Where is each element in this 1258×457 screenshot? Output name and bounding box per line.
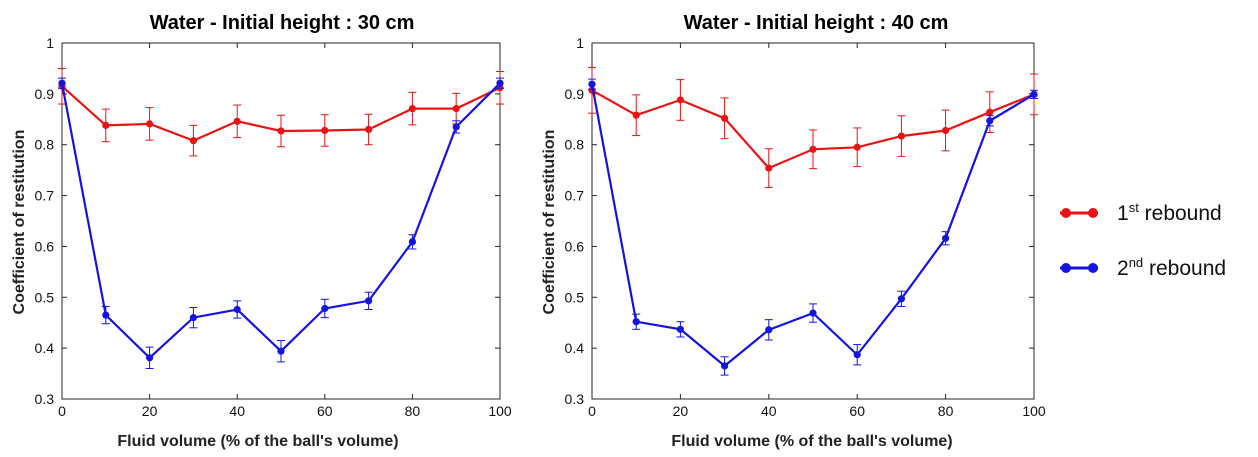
- y-axis-label: Coefficient of restitution: [541, 130, 558, 315]
- x-tick-label: 20: [142, 403, 158, 419]
- legend-rest: rebound: [1143, 257, 1226, 280]
- legend-item-first-rebound: 1st rebound: [1060, 200, 1222, 225]
- data-point: [632, 318, 640, 326]
- legend-sup: st: [1129, 200, 1140, 215]
- plot-frame: [591, 42, 1035, 400]
- series-second-rebound: [58, 77, 504, 369]
- data-point: [189, 137, 197, 145]
- data-point: [452, 123, 460, 131]
- x-tick-label: 40: [761, 403, 777, 419]
- data-point: [942, 126, 950, 135]
- chart-water-30cm: Water - Initial height : 30 cm Fluid vol…: [11, 12, 512, 450]
- data-point: [809, 309, 817, 317]
- data-point: [452, 105, 460, 113]
- y-tick-label: 1: [46, 35, 54, 51]
- legend-label-second-rebound: 2nd rebound: [1117, 255, 1226, 280]
- data-point: [897, 132, 906, 140]
- data-point: [986, 108, 994, 116]
- data-point: [102, 311, 110, 319]
- legend-item-second-rebound: 2nd rebound: [1060, 255, 1226, 280]
- y-axis-label: Coefficient of restitution: [11, 130, 28, 315]
- data-point: [408, 105, 416, 113]
- x-tick-label: 80: [405, 403, 421, 419]
- x-tick-label: 60: [317, 403, 333, 419]
- data-point: [321, 304, 329, 313]
- legend-num: 2: [1117, 257, 1129, 280]
- data-point: [765, 326, 773, 334]
- data-point: [986, 117, 994, 125]
- data-point: [146, 120, 154, 128]
- legend: 1st rebound 2nd rebound: [1060, 200, 1226, 280]
- plot-frame: [61, 42, 501, 400]
- data-point: [277, 127, 285, 135]
- data-point: [146, 354, 154, 362]
- data-point: [632, 111, 640, 119]
- y-tick-label: 0.4: [35, 340, 55, 356]
- data-point: [102, 121, 110, 129]
- y-tick-label: 0.6: [565, 238, 585, 254]
- y-tick-label: 0.9: [565, 86, 585, 102]
- x-tick-label: 0: [588, 403, 596, 419]
- data-point: [676, 325, 685, 333]
- y-tick-label: 0.7: [35, 188, 55, 204]
- legend-num: 1: [1117, 202, 1129, 225]
- y-tick-label: 0.7: [565, 188, 585, 204]
- data-point: [321, 126, 329, 135]
- x-tick-label: 100: [488, 403, 512, 419]
- y-tick-label: 0.9: [35, 86, 55, 102]
- x-tick-label: 40: [229, 403, 245, 419]
- series-second-rebound: [588, 78, 1038, 376]
- data-point: [233, 305, 241, 314]
- data-point: [496, 79, 504, 87]
- x-tick-label: 100: [1022, 403, 1046, 419]
- data-point: [408, 238, 416, 246]
- legend-marker: [1088, 263, 1098, 273]
- data-point: [853, 351, 861, 359]
- data-point: [676, 96, 685, 104]
- x-axis-label: Fluid volume (% of the ball's volume): [117, 433, 398, 450]
- data-point: [809, 145, 817, 153]
- legend-label-first-rebound: 1st rebound: [1117, 200, 1222, 225]
- x-tick-label: 0: [58, 403, 66, 419]
- data-point: [942, 234, 950, 242]
- y-tick-label: 0.5: [35, 289, 55, 305]
- chart-water-40cm: Water - Initial height : 40 cm Fluid vol…: [541, 12, 1046, 450]
- data-point: [365, 125, 373, 134]
- y-tick-label: 0.4: [565, 340, 585, 356]
- data-point: [1030, 90, 1038, 98]
- chart-title: Water - Initial height : 30 cm: [150, 12, 415, 34]
- data-point: [233, 117, 241, 125]
- x-tick-label: 20: [673, 403, 689, 419]
- x-tick-label: 60: [849, 403, 865, 419]
- data-point: [765, 164, 773, 172]
- legend-sup: nd: [1129, 255, 1143, 270]
- x-tick-label: 80: [938, 403, 954, 419]
- legend-rest: rebound: [1139, 202, 1222, 225]
- y-tick-label: 0.5: [565, 289, 585, 305]
- y-tick-label: 0.3: [35, 391, 55, 407]
- data-point: [58, 79, 66, 87]
- y-tick-label: 0.6: [35, 238, 55, 254]
- y-tick-label: 0.8: [35, 137, 55, 153]
- legend-marker: [1061, 208, 1071, 218]
- legend-marker: [1061, 263, 1071, 273]
- data-point: [189, 314, 197, 322]
- data-point: [277, 347, 285, 355]
- y-tick-label: 1: [576, 35, 584, 51]
- data-point: [365, 297, 373, 305]
- data-point: [721, 362, 729, 370]
- data-point: [588, 80, 596, 88]
- data-point: [897, 295, 906, 303]
- chart-title: Water - Initial height : 40 cm: [684, 12, 949, 34]
- legend-marker: [1088, 208, 1098, 218]
- x-axis-label: Fluid volume (% of the ball's volume): [671, 433, 952, 450]
- y-tick-label: 0.8: [565, 137, 585, 153]
- y-tick-label: 0.3: [565, 391, 585, 407]
- data-point: [853, 143, 861, 151]
- data-point: [721, 114, 729, 122]
